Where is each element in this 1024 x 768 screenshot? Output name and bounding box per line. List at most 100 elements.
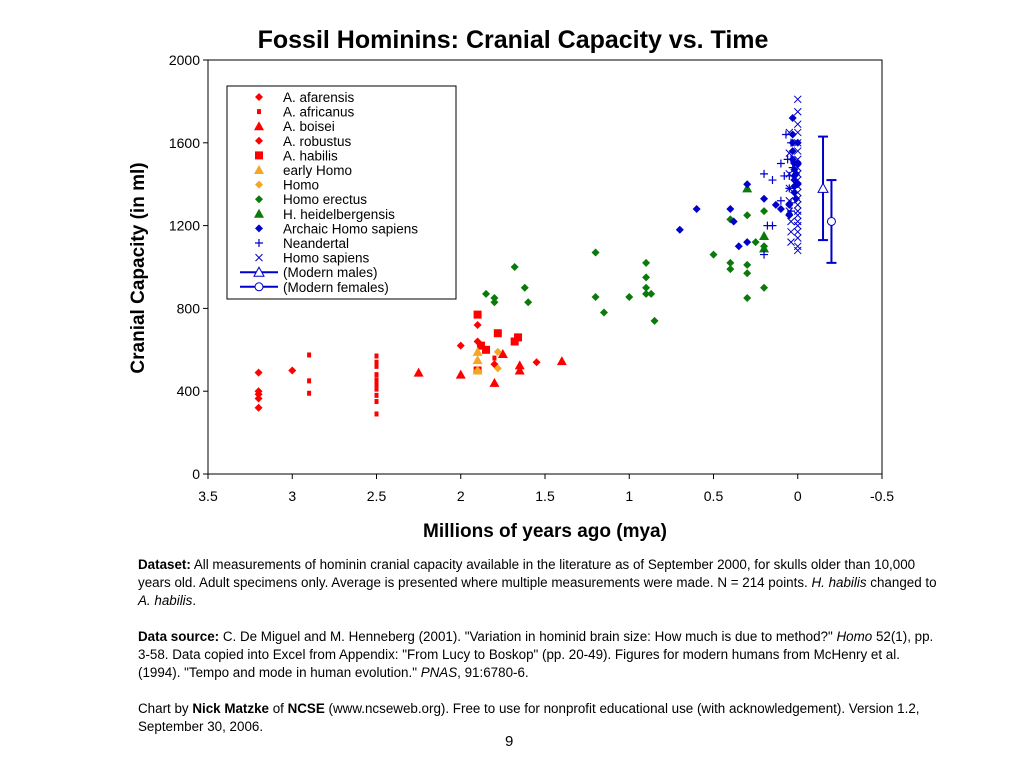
data-point bbox=[726, 265, 735, 274]
data-point bbox=[482, 345, 491, 354]
data-point bbox=[787, 138, 796, 147]
data-point bbox=[493, 329, 502, 338]
legend-label: early Homo bbox=[283, 163, 352, 178]
x-axis-label: Millions of years ago (mya) bbox=[423, 521, 667, 542]
credit-note: Chart by Nick Matzke of NCSE (www.ncsewe… bbox=[138, 700, 938, 736]
data-point bbox=[726, 205, 735, 214]
data-point bbox=[556, 356, 567, 366]
x-tick-label: 3 bbox=[288, 488, 296, 504]
data-point bbox=[793, 147, 802, 155]
data-point bbox=[787, 227, 795, 236]
data-point bbox=[781, 130, 790, 139]
data-point bbox=[743, 260, 752, 269]
data-point bbox=[374, 411, 379, 417]
data-point bbox=[785, 169, 794, 178]
data-point bbox=[307, 352, 312, 358]
data-point bbox=[793, 163, 802, 172]
x-tick-label: 3.5 bbox=[198, 488, 218, 504]
data-point bbox=[374, 399, 379, 405]
source-text-2: 52(1), pp. 3-58. Data copied into Excel … bbox=[138, 629, 934, 680]
legend-marker bbox=[254, 208, 264, 218]
x-axis: 3.5 3 2.5 2 1.5 1 0.5 0 -0.5 bbox=[198, 474, 894, 504]
data-point bbox=[288, 366, 297, 375]
data-point bbox=[760, 250, 769, 259]
data-point bbox=[793, 176, 802, 184]
y-axis-label: Cranial Capacity (in ml) bbox=[128, 162, 149, 373]
data-point bbox=[793, 169, 802, 178]
data-point bbox=[793, 201, 802, 209]
data-point bbox=[493, 364, 502, 373]
data-point bbox=[374, 377, 379, 383]
y-tick-label: 0 bbox=[192, 466, 200, 482]
legend-label: A. boisei bbox=[283, 119, 335, 134]
dataset-label: Dataset: bbox=[138, 557, 191, 572]
data-point bbox=[510, 263, 519, 271]
data-point bbox=[514, 360, 525, 370]
data-point bbox=[787, 238, 795, 247]
data-point bbox=[826, 216, 836, 226]
legend-label: Neandertal bbox=[283, 236, 349, 251]
legend-label: A. afarensis bbox=[283, 90, 355, 105]
credit-org: NCSE bbox=[287, 701, 325, 716]
legend-marker bbox=[255, 195, 263, 204]
data-point bbox=[473, 320, 482, 329]
credit-text-2: of bbox=[268, 701, 288, 716]
data-point bbox=[472, 355, 483, 365]
data-point bbox=[793, 107, 802, 116]
data-point bbox=[785, 128, 794, 137]
data-point bbox=[482, 289, 491, 298]
dataset-note: Dataset: All measurements of hominin cra… bbox=[138, 556, 938, 610]
data-point bbox=[793, 188, 802, 197]
data-point bbox=[743, 269, 752, 278]
data-point bbox=[493, 347, 502, 356]
data-point bbox=[455, 369, 466, 379]
data-point bbox=[520, 283, 529, 292]
legend-marker bbox=[255, 93, 263, 101]
series-12 bbox=[817, 135, 829, 242]
data-point bbox=[692, 205, 701, 214]
legend-label: Homo bbox=[283, 178, 319, 193]
y-tick-label: 800 bbox=[177, 300, 201, 316]
dataset-text-3: . bbox=[192, 593, 197, 608]
data-point bbox=[760, 169, 769, 178]
data-point bbox=[793, 128, 802, 137]
series-13 bbox=[826, 179, 837, 264]
legend-box bbox=[226, 85, 457, 300]
data-point bbox=[532, 358, 541, 367]
legend-marker bbox=[253, 266, 265, 277]
credit-author: Nick Matzke bbox=[192, 701, 269, 716]
data-point bbox=[793, 234, 802, 242]
data-point bbox=[642, 289, 651, 298]
data-point bbox=[793, 211, 802, 220]
data-point bbox=[374, 380, 379, 386]
y-tick-label: 2000 bbox=[169, 52, 200, 68]
data-point bbox=[625, 293, 634, 302]
data-point bbox=[787, 217, 795, 226]
data-point bbox=[497, 348, 508, 358]
dataset-text-2: changed to bbox=[866, 575, 937, 590]
data-point bbox=[788, 113, 797, 122]
data-point bbox=[472, 346, 483, 356]
data-point bbox=[476, 341, 485, 350]
credit-text-3: (www.ncseweb.org). Free to use for nonpr… bbox=[138, 701, 920, 734]
legend-label: (Modern females) bbox=[283, 280, 389, 295]
data-point bbox=[793, 138, 802, 147]
data-point bbox=[374, 353, 379, 359]
data-point bbox=[729, 217, 738, 226]
data-point bbox=[760, 194, 769, 203]
data-point bbox=[768, 221, 777, 230]
data-point bbox=[776, 205, 785, 214]
data-point bbox=[787, 155, 796, 164]
series-7 bbox=[482, 207, 769, 325]
data-point bbox=[817, 182, 829, 193]
x-tick-label: 0.5 bbox=[704, 488, 724, 504]
data-point bbox=[793, 194, 802, 203]
chart: Fossil Hominins: Cranial Capacity vs. Ti… bbox=[128, 26, 894, 542]
data-point bbox=[785, 207, 794, 215]
legend-marker bbox=[254, 282, 264, 292]
data-point bbox=[743, 238, 752, 247]
source-note: Data source: C. De Miguel and M. Hennebe… bbox=[138, 628, 938, 682]
x-tick-label: 2 bbox=[457, 488, 465, 504]
source-text-3: , 91:6780-6. bbox=[457, 665, 529, 680]
data-point bbox=[768, 176, 777, 185]
